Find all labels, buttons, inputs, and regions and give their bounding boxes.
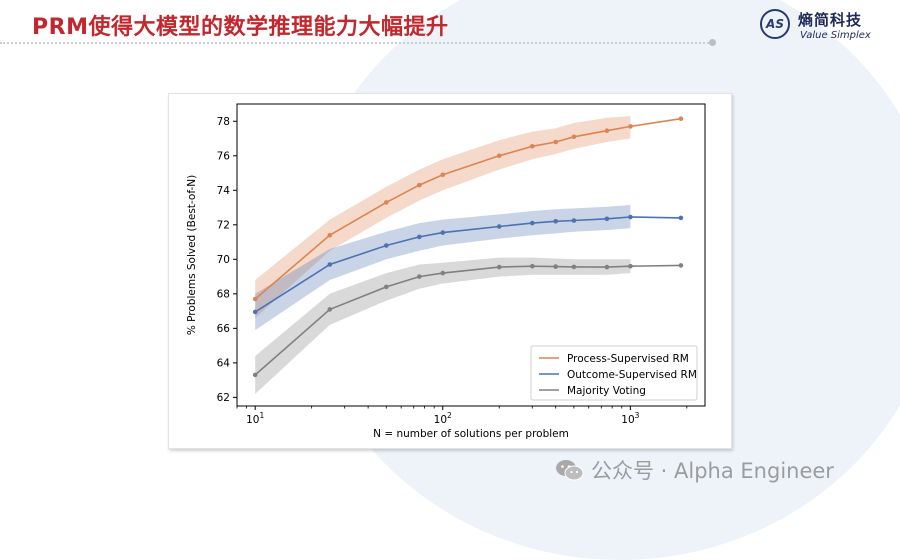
confidence-band-0 bbox=[255, 116, 631, 318]
data-point bbox=[530, 220, 535, 226]
data-point bbox=[440, 172, 446, 178]
legend-label-2: Majority Voting bbox=[567, 385, 646, 397]
confidence-band-1 bbox=[255, 205, 631, 331]
data-point bbox=[628, 263, 633, 269]
data-point bbox=[678, 215, 684, 221]
data-point bbox=[496, 224, 502, 229]
data-point bbox=[252, 309, 258, 315]
data-point bbox=[417, 182, 422, 188]
data-point bbox=[571, 264, 577, 270]
data-point bbox=[496, 264, 502, 270]
series-line-1 bbox=[254, 216, 681, 313]
line-chart: 62 64 66 68 70 72 74 76 78 101 102 103 N = number of… bbox=[186, 103, 706, 440]
series-line-0 bbox=[254, 117, 682, 300]
y-tick-label: 70 bbox=[217, 254, 230, 266]
data-point bbox=[678, 263, 684, 268]
data-point bbox=[417, 274, 422, 279]
data-point bbox=[384, 243, 389, 248]
data-point bbox=[530, 263, 535, 269]
title-divider-dot bbox=[709, 39, 716, 46]
data-point bbox=[440, 270, 446, 276]
y-tick-label: 72 bbox=[217, 220, 230, 232]
data-point bbox=[604, 264, 610, 270]
data-point bbox=[327, 307, 333, 312]
series-line-2 bbox=[254, 264, 681, 376]
data-point bbox=[496, 153, 502, 159]
chart-card: 62 64 66 68 70 72 74 76 78 101 102 103 N = number of… bbox=[168, 93, 732, 449]
data-point bbox=[553, 139, 558, 145]
data-point bbox=[384, 200, 389, 205]
data-point bbox=[553, 219, 558, 224]
y-axis-label: % Problems Solved (Best-of-N) bbox=[186, 175, 198, 335]
data-point bbox=[384, 284, 389, 290]
data-point bbox=[571, 134, 577, 140]
data-point bbox=[327, 262, 333, 267]
watermark-text: 公众号 · Alpha Engineer bbox=[591, 459, 834, 483]
legend-box bbox=[530, 345, 698, 401]
plot-frame bbox=[236, 103, 706, 407]
y-tick-label: 66 bbox=[217, 323, 231, 335]
data-point bbox=[678, 116, 684, 121]
logo-name-cn: 熵简科技 bbox=[798, 11, 863, 29]
y-tick-label: 78 bbox=[217, 116, 230, 128]
data-point bbox=[252, 372, 258, 378]
y-tick-label: 74 bbox=[217, 185, 231, 197]
slide-title: PRM使得大模型的数学推理能力大幅提升 bbox=[32, 15, 449, 40]
y-tick-label: 76 bbox=[217, 151, 231, 163]
y-tick-label: 68 bbox=[217, 289, 230, 301]
data-point bbox=[440, 230, 446, 235]
logo-name-en: Value Simplex bbox=[800, 30, 871, 41]
data-point bbox=[553, 264, 558, 269]
company-logo: AS 熵简科技 Value Simplex bbox=[760, 9, 890, 45]
x-tick-label: 103 bbox=[621, 411, 639, 426]
confidence-band-2 bbox=[255, 257, 631, 394]
data-point bbox=[604, 128, 610, 133]
title-divider bbox=[0, 42, 712, 44]
data-point bbox=[530, 144, 535, 149]
x-tick-label: 101 bbox=[246, 411, 264, 426]
legend-label-1: Outcome-Supervised RM bbox=[567, 369, 697, 381]
x-axis-label: N = number of solutions per problem bbox=[373, 428, 569, 440]
watermark: 公众号 · Alpha Engineer bbox=[555, 455, 834, 485]
data-point bbox=[252, 296, 258, 302]
logo-mark-icon: AS bbox=[760, 9, 790, 39]
wechat-icon bbox=[556, 460, 584, 481]
y-tick-label: 62 bbox=[217, 392, 230, 404]
data-point bbox=[417, 234, 422, 240]
x-tick-label: 102 bbox=[434, 411, 452, 426]
data-point bbox=[604, 216, 610, 222]
data-point bbox=[571, 218, 577, 223]
data-point bbox=[327, 232, 333, 238]
data-point bbox=[628, 214, 633, 220]
legend-label-0: Process-Supervised RM bbox=[567, 353, 689, 365]
y-tick-label: 64 bbox=[217, 358, 231, 370]
data-point bbox=[628, 124, 633, 129]
